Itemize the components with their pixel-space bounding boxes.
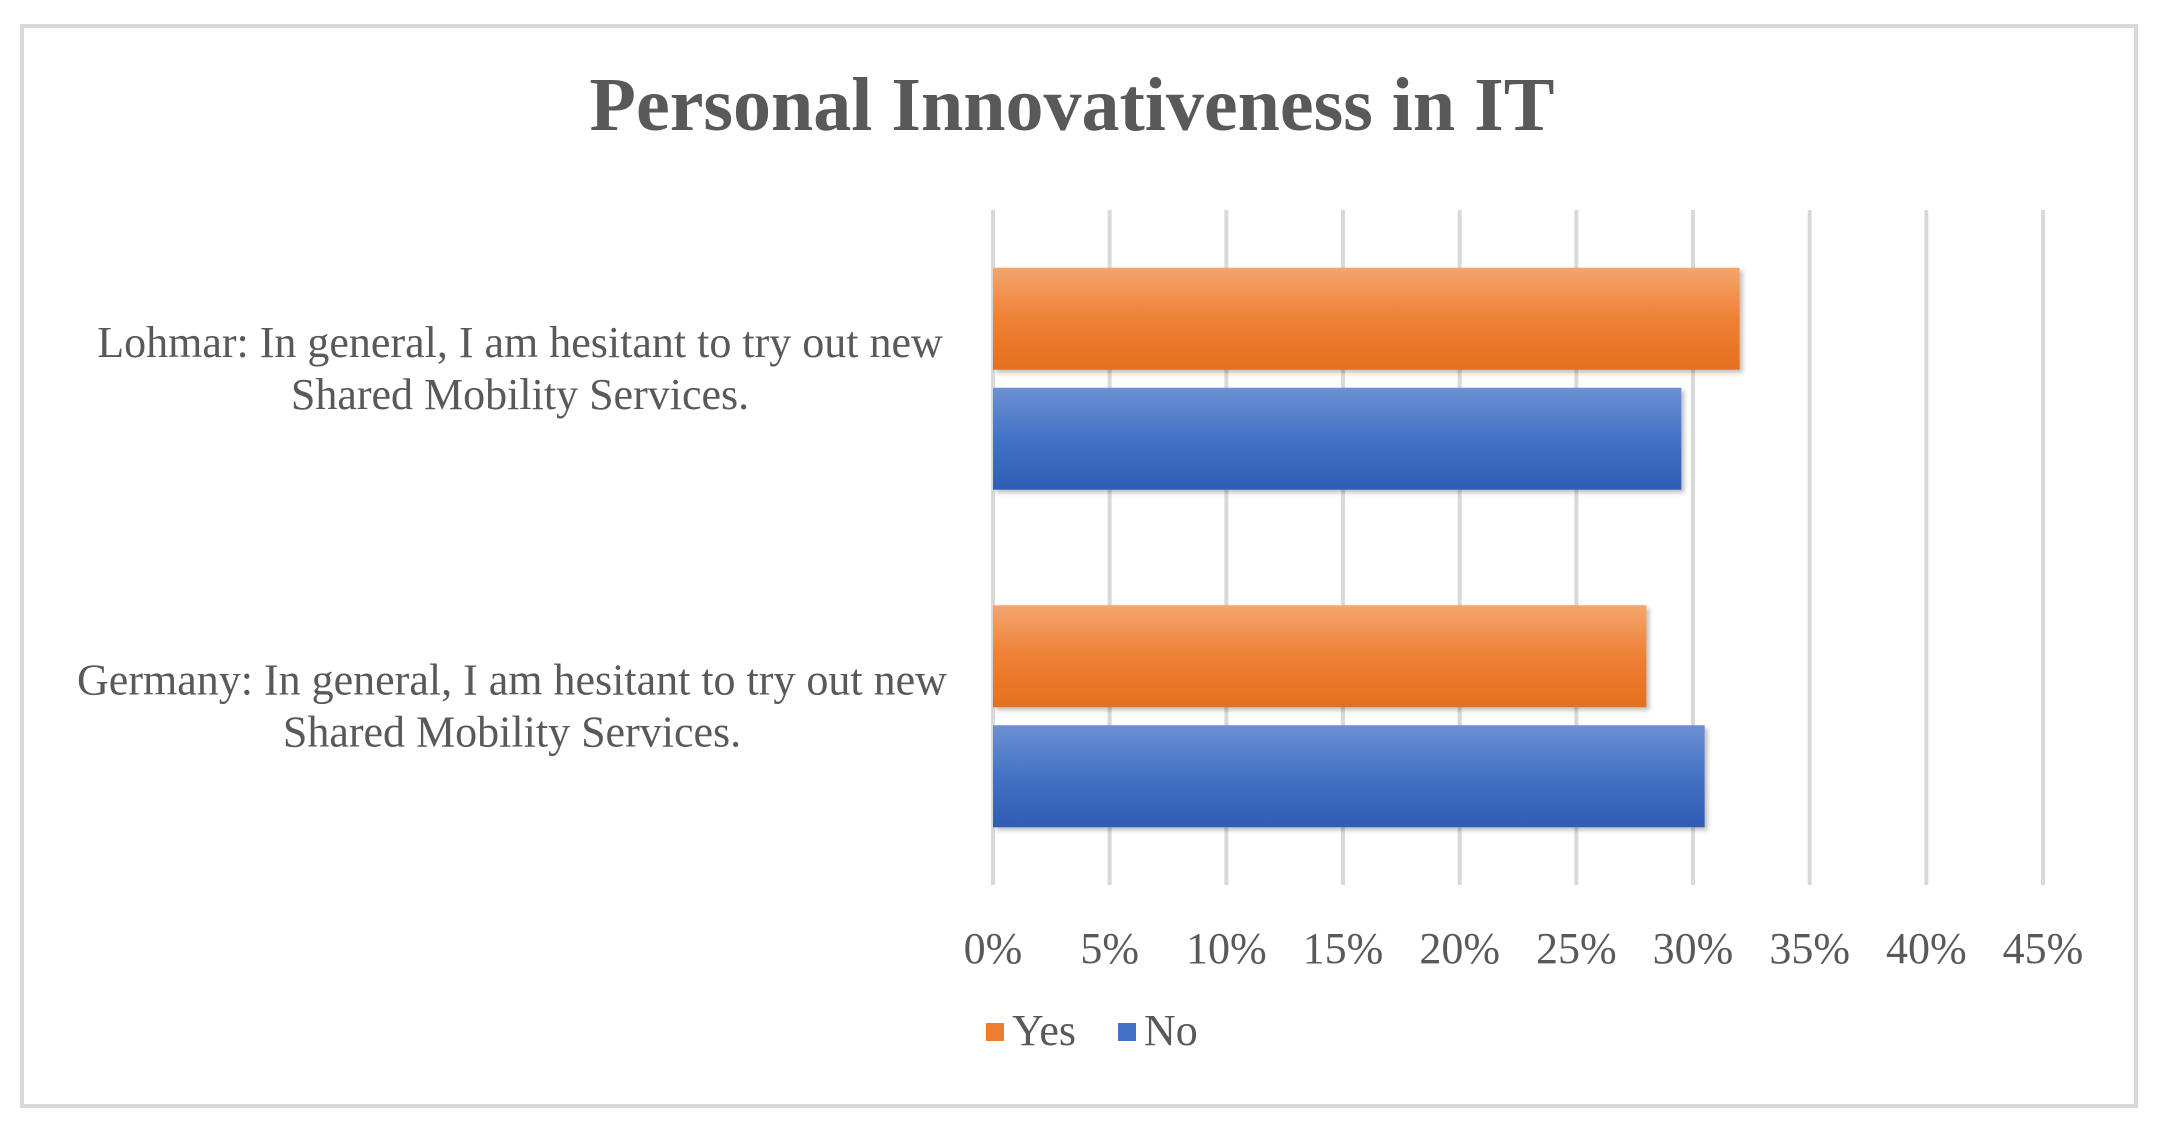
legend-swatch [986,1023,1004,1041]
legend-item-no: No [1118,1006,1198,1055]
x-tick-label: 10% [1186,924,1267,973]
bar-no [993,725,1705,828]
category-label-line: Lohmar: In general, I am hesitant to try… [97,318,943,367]
x-tick-label: 0% [964,924,1023,973]
x-axis-tick-labels: 0% 5% 10% 15% 20% 25% 30% 35% 40% 45% [964,924,2084,973]
bars [993,267,1740,828]
legend: Yes No [986,1006,1198,1055]
legend-item-yes: Yes [986,1006,1076,1055]
legend-swatch [1118,1023,1136,1041]
bar-yes [993,267,1740,370]
chart-title: Personal Innovativeness in IT [590,63,1555,147]
category-label: Germany: In general, I am hesitant to tr… [77,655,947,756]
bar-yes [993,605,1647,708]
category-label-line: Shared Mobility Services. [283,707,741,756]
x-tick-label: 25% [1536,924,1617,973]
legend-label: No [1144,1006,1198,1055]
legend-label: Yes [1012,1006,1076,1055]
x-tick-label: 40% [1886,924,1967,973]
x-tick-label: 15% [1303,924,1384,973]
category-label-line: Germany: In general, I am hesitant to tr… [77,655,947,704]
category-labels: Lohmar: In general, I am hesitant to try… [77,318,947,757]
x-tick-label: 35% [1769,924,1850,973]
x-tick-label: 5% [1080,924,1139,973]
x-tick-label: 30% [1653,924,1734,973]
x-tick-label: 20% [1419,924,1500,973]
chart-frame [20,24,2138,1108]
category-label: Lohmar: In general, I am hesitant to try… [97,318,943,419]
category-label-line: Shared Mobility Services. [291,370,749,419]
bar-no [993,387,1682,490]
x-tick-label: 45% [2003,924,2084,973]
